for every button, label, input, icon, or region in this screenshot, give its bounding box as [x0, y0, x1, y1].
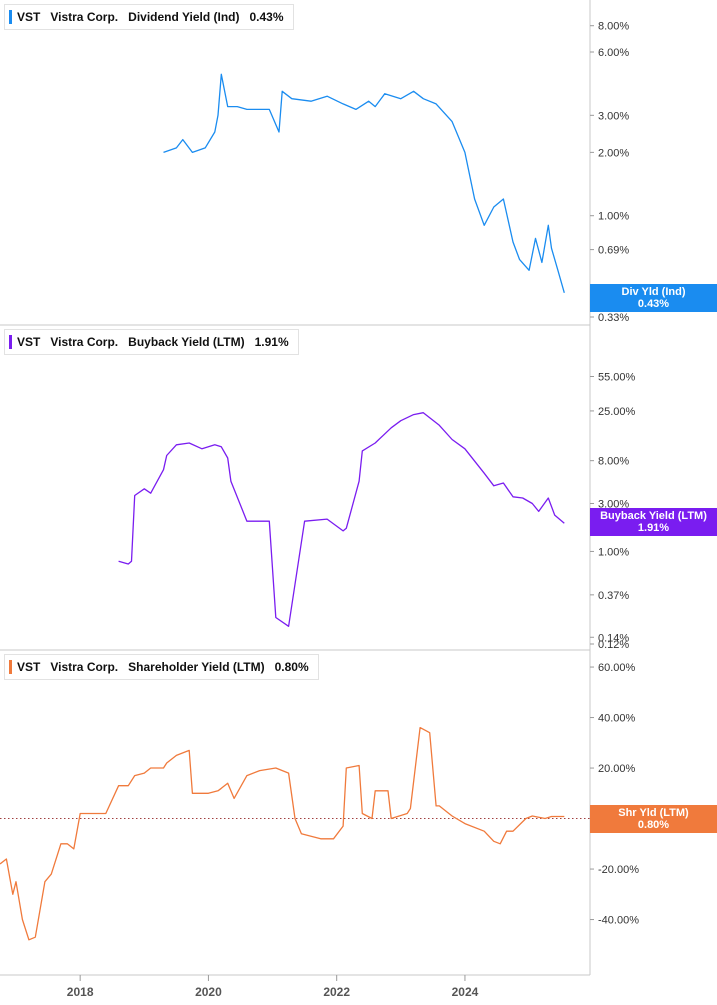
y-tick-label: -20.00% — [598, 864, 639, 876]
y-tick-label: 2.00% — [598, 147, 629, 159]
flag-label: Shr Yld (LTM) — [618, 807, 689, 819]
legend-company: Vistra Corp. — [50, 660, 119, 674]
legend-metric: Shareholder Yield (LTM) — [128, 660, 265, 674]
buyback-yield-value-flag: Buyback Yield (LTM) 1.91% — [590, 508, 717, 536]
shareholder-yield-value-flag: Shr Yld (LTM) 0.80% — [590, 805, 717, 833]
y-tick-label: 55.00% — [598, 371, 636, 383]
y-tick-label: 6.00% — [598, 47, 629, 59]
y-tick-label: 40.00% — [598, 713, 636, 725]
legend-latest-value: 0.43% — [249, 10, 284, 24]
y-tick-label: 20.00% — [598, 763, 636, 775]
y-tick-label: 0.14% — [598, 632, 629, 644]
legend-ticker: VST — [17, 660, 41, 674]
flag-value: 1.91% — [637, 522, 670, 534]
y-tick-label: 0.33% — [598, 312, 629, 324]
flag-label: Buyback Yield (LTM) — [600, 510, 707, 522]
y-tick-label: 0.69% — [598, 245, 629, 257]
series-line — [0, 726, 565, 941]
legend-shareholder-yield: VST Vistra Corp. Shareholder Yield (LTM)… — [4, 654, 319, 680]
x-tick-label: 2020 — [195, 985, 222, 999]
y-tick-label: 8.00% — [598, 456, 629, 468]
x-tick-label: 2022 — [323, 985, 350, 999]
flag-value: 0.80% — [637, 819, 670, 831]
legend-buyback-yield: VST Vistra Corp. Buyback Yield (LTM) 1.9… — [4, 329, 299, 355]
legend-latest-value: 1.91% — [254, 335, 289, 349]
legend-dividend-yield: VST Vistra Corp. Dividend Yield (Ind) 0.… — [4, 4, 294, 30]
legend-metric: Buyback Yield (LTM) — [128, 335, 245, 349]
y-tick-label: 8.00% — [598, 21, 629, 33]
legend-company: Vistra Corp. — [50, 335, 119, 349]
flag-label: Div Yld (Ind) — [621, 286, 686, 298]
series-line — [163, 73, 565, 293]
series-color-swatch — [9, 335, 12, 349]
y-tick-label: 25.00% — [598, 406, 636, 418]
legend-latest-value: 0.80% — [274, 660, 309, 674]
y-tick-label: 3.00% — [598, 110, 629, 122]
x-tick-label: 2018 — [67, 985, 94, 999]
y-tick-label: 0.37% — [598, 590, 629, 602]
x-tick-label: 2024 — [452, 985, 479, 999]
y-tick-label: 60.00% — [598, 662, 636, 674]
series-line — [118, 412, 565, 627]
legend-ticker: VST — [17, 335, 41, 349]
y-tick-label: -40.00% — [598, 915, 639, 927]
series-color-swatch — [9, 10, 12, 24]
y-tick-label: 3.00% — [598, 498, 629, 510]
series-color-swatch — [9, 660, 12, 674]
div-yield-value-flag: Div Yld (Ind) 0.43% — [590, 284, 717, 312]
flag-value: 0.43% — [637, 298, 670, 310]
y-tick-label: 1.00% — [598, 546, 629, 558]
legend-metric: Dividend Yield (Ind) — [128, 10, 240, 24]
y-tick-label: 0.12% — [598, 639, 629, 651]
y-tick-label: 1.00% — [598, 211, 629, 223]
legend-company: Vistra Corp. — [50, 10, 119, 24]
legend-ticker: VST — [17, 10, 41, 24]
